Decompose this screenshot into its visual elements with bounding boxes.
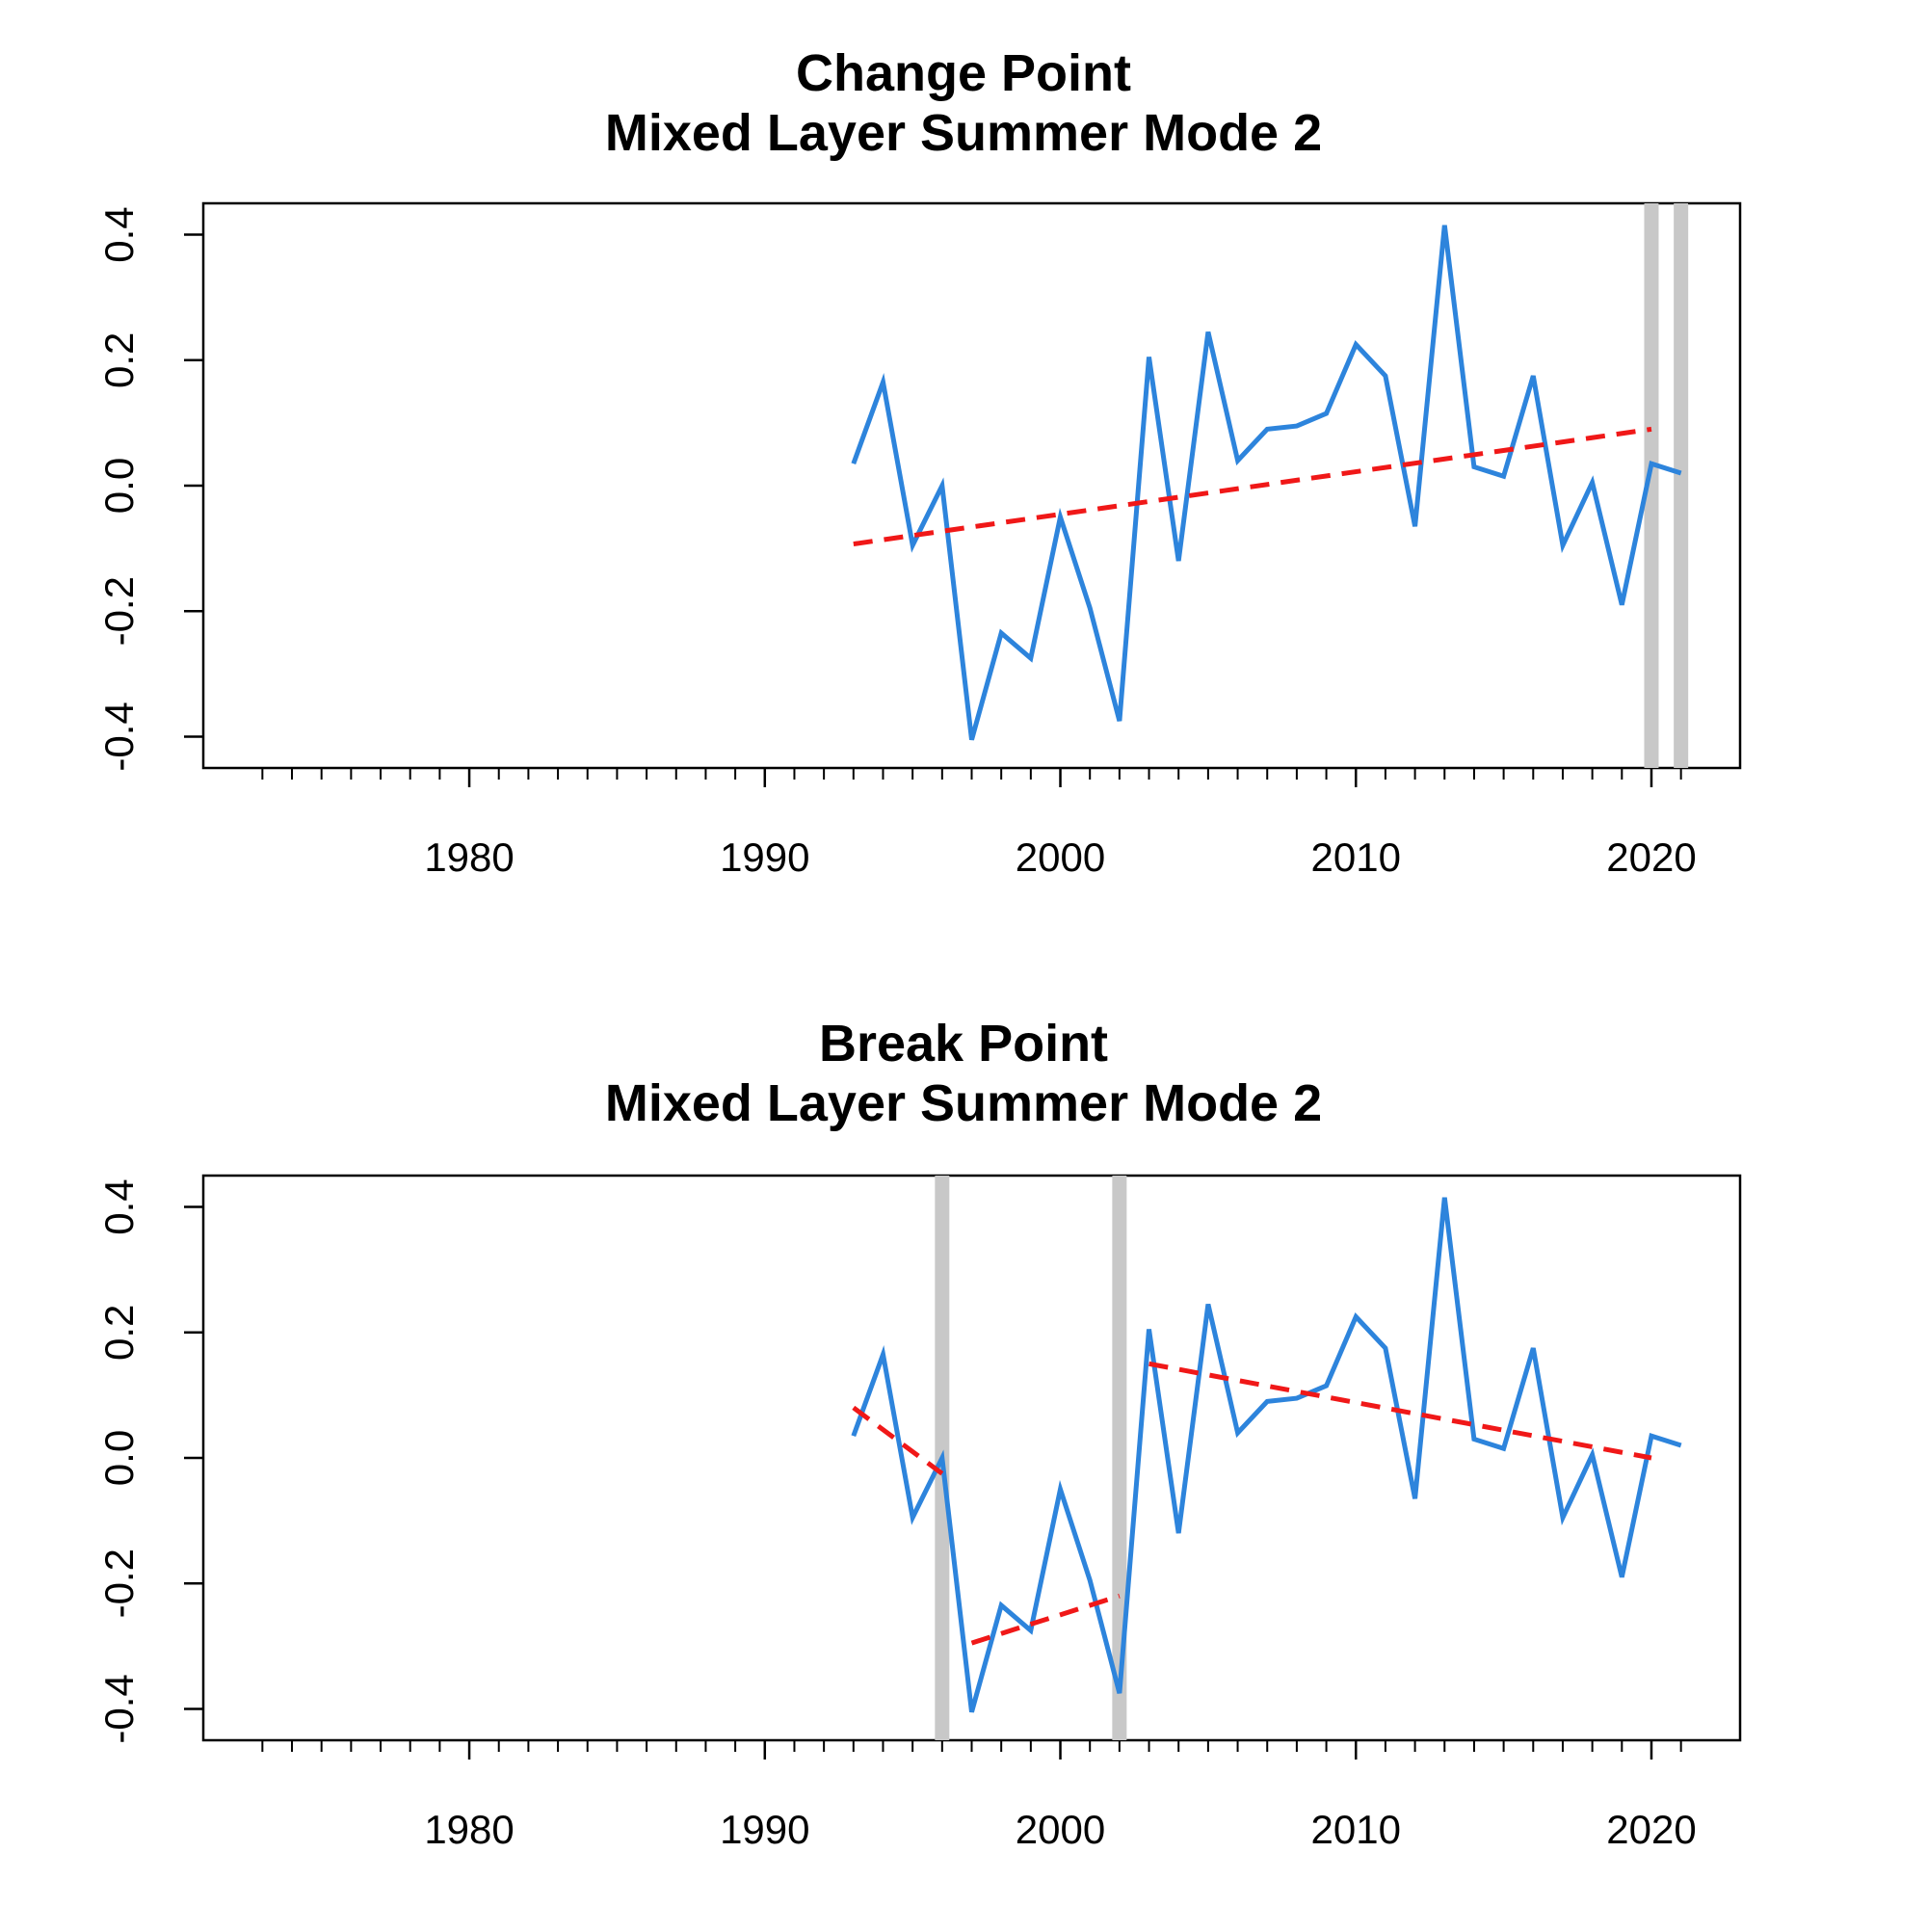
- y-tick-label: 0.2: [96, 1305, 142, 1361]
- x-tick-label: 1990: [720, 834, 809, 880]
- x-tick-label: 2010: [1311, 834, 1401, 880]
- x-tick-label: 1990: [720, 1807, 809, 1852]
- chart-title: Break Point: [819, 1015, 1108, 1072]
- trend-segment: [852, 1405, 944, 1476]
- plot-area: 1980 1990 2000 2010 2020 -0.4 -0.2 0.0 0.2 0.4: [96, 201, 1742, 880]
- y-tick-label: 0.0: [96, 1430, 142, 1486]
- x-tick-label: 2000: [1016, 1807, 1105, 1852]
- series-line: [851, 225, 1682, 741]
- y-tick-label: 0.4: [96, 1178, 142, 1234]
- trend-segment: [970, 1593, 1121, 1646]
- y-tick-label: -0.2: [96, 1548, 142, 1618]
- series-line: [851, 1197, 1682, 1713]
- x-tick-label: 2020: [1606, 1807, 1696, 1852]
- break-point-panel: Break Point Mixed Layer Summer Mode 2 19…: [96, 1015, 1742, 1852]
- x-tick-label: 1980: [424, 1807, 514, 1852]
- trend-segment: [853, 426, 1652, 547]
- chart-subtitle: Mixed Layer Summer Mode 2: [605, 1074, 1322, 1132]
- y-tick-label: 0.0: [96, 458, 142, 514]
- y-tick-label: 0.4: [96, 206, 142, 262]
- chart-subtitle: Mixed Layer Summer Mode 2: [605, 104, 1322, 162]
- x-tick-label: 2000: [1016, 834, 1105, 880]
- change-point-panel: Change Point Mixed Layer Summer Mode 2 1…: [96, 44, 1742, 880]
- x-tick-label: 2010: [1311, 1807, 1401, 1852]
- y-tick-label: -0.4: [96, 1674, 142, 1743]
- y-tick-label: -0.4: [96, 701, 142, 771]
- plot-area: 1980 1990 2000 2010 2020 -0.4 -0.2 0.0 0.2 0.4: [96, 1174, 1742, 1852]
- x-tick-label: 2020: [1606, 834, 1696, 880]
- trend-segment: [1148, 1361, 1652, 1461]
- y-tick-label: 0.2: [96, 332, 142, 388]
- y-tick-label: -0.2: [96, 576, 142, 646]
- x-tick-label: 1980: [424, 834, 514, 880]
- chart-title: Change Point: [796, 44, 1131, 102]
